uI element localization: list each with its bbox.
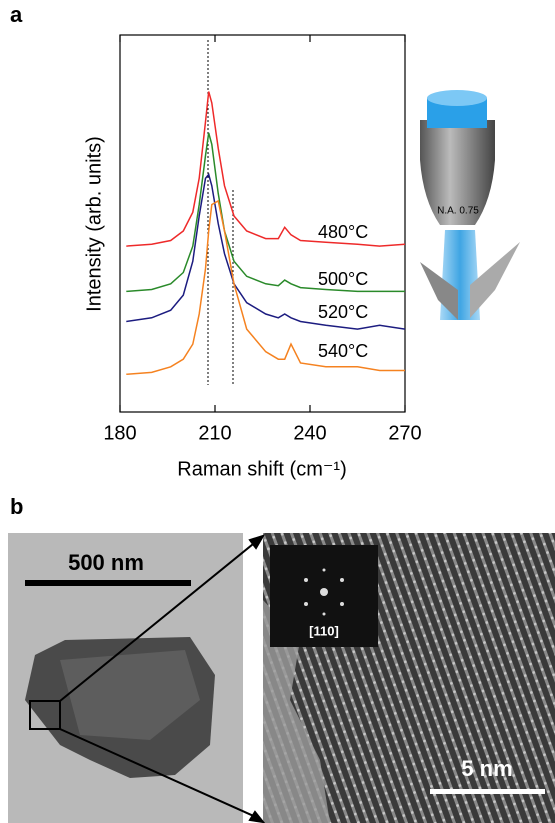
x-tick-label: 210 — [198, 422, 231, 444]
lens-top — [427, 90, 487, 106]
roi-box — [29, 700, 61, 730]
plot-frame — [119, 34, 406, 413]
scale-bar — [430, 789, 545, 794]
x-tick-label: 180 — [103, 422, 136, 444]
series-label: 500°C — [318, 269, 368, 289]
spectrum — [126, 199, 405, 376]
scale-label: 5 nm — [461, 756, 512, 781]
fft-spots — [304, 568, 344, 616]
spectrum — [126, 132, 405, 293]
series-label: 540°C — [318, 341, 368, 361]
spectrum — [126, 172, 406, 330]
plot: Raman shift (cm⁻¹) Intensity (arb. units… — [83, 34, 406, 480]
x-axis-label: Raman shift (cm⁻¹) — [177, 458, 346, 480]
panel-label: a — [10, 2, 23, 27]
mount — [420, 262, 458, 320]
x-tick-label: 270 — [388, 422, 421, 444]
zoom-arrows — [59, 534, 266, 823]
panel-label: b — [10, 494, 23, 519]
tem-right: [110] 5 nm — [263, 533, 555, 823]
series-label: 480°C — [318, 222, 368, 242]
tem-left: 500 nm — [8, 533, 243, 823]
lens-label: N.A. 0.75 — [437, 206, 479, 217]
series-label: 520°C — [318, 302, 368, 322]
y-axis-label: Intensity (arb. units) — [83, 136, 105, 312]
lens-body — [420, 120, 495, 225]
mount — [470, 242, 520, 318]
scale-bar — [25, 580, 191, 586]
spectrum — [126, 91, 406, 247]
scale-label: 500 nm — [68, 550, 144, 575]
x-tick-label: 240 — [293, 422, 326, 444]
amorphous-edge — [263, 600, 330, 823]
objective: N.A. 0.75 — [420, 90, 520, 320]
fft-label: [110] — [309, 623, 339, 638]
